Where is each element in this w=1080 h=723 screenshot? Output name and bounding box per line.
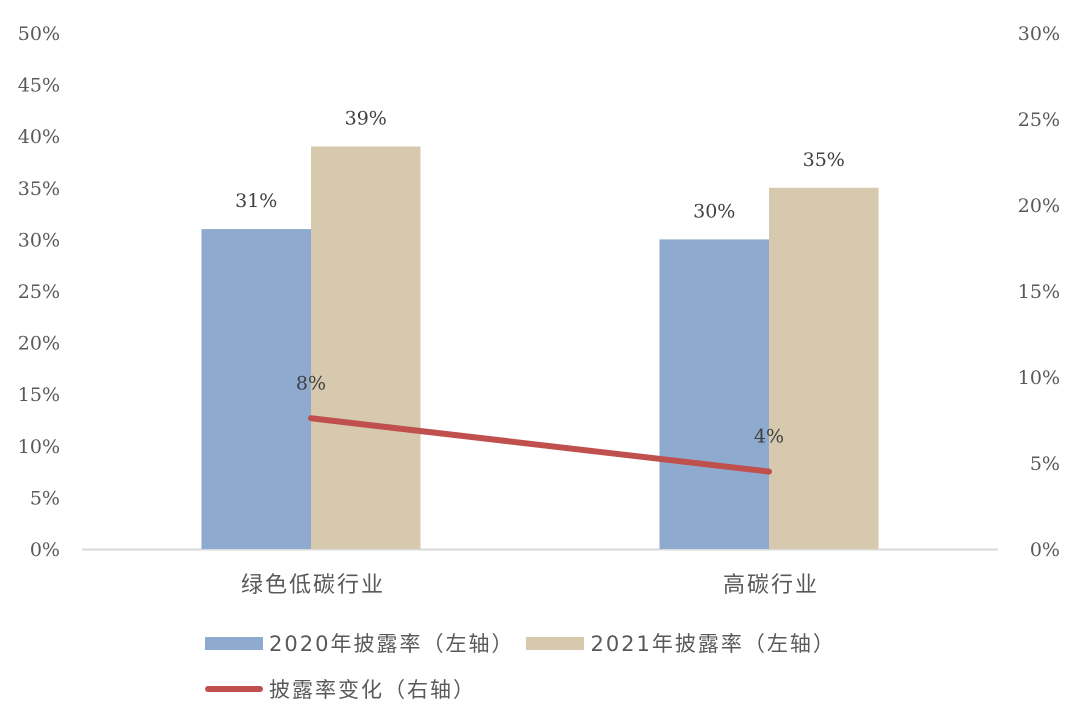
- legend-label-2021: 2021年披露率（左轴）: [590, 632, 836, 656]
- left-tick-label: 10%: [18, 436, 60, 458]
- bar-value-label: 31%: [235, 190, 277, 212]
- bar-value-label: 30%: [693, 200, 735, 222]
- left-tick-label: 20%: [18, 333, 60, 355]
- legend-item-2021: 2021年披露率（左轴）: [526, 628, 835, 658]
- right-tick-label: 5%: [1030, 453, 1060, 475]
- change-line-path: [308, 415, 772, 475]
- bar: [769, 187, 879, 550]
- right-y-axis: 0% 5% 10% 15% 20% 25% 30%: [1018, 23, 1060, 561]
- right-tick-label: 15%: [1018, 281, 1060, 303]
- left-tick-label: 40%: [18, 126, 60, 148]
- change-line: [308, 415, 772, 475]
- legend-swatch-change: [205, 686, 263, 692]
- bar: [659, 239, 769, 549]
- right-tick-label: 25%: [1018, 109, 1060, 131]
- bar: [311, 146, 421, 549]
- right-tick-label: 30%: [1018, 23, 1060, 45]
- bar-value-label: 35%: [803, 149, 845, 171]
- category-label: 高碳行业: [723, 573, 819, 598]
- legend-swatch-2021: [526, 636, 585, 650]
- line-value-label: 8%: [296, 372, 326, 394]
- left-tick-label: 25%: [18, 281, 60, 303]
- legend: 2020年披露率（左轴） 2021年披露率（左轴） 披露率变化（右轴）: [205, 626, 965, 718]
- right-tick-label: 10%: [1018, 367, 1060, 389]
- line-value-label: 4%: [754, 426, 784, 448]
- bars: [201, 146, 879, 550]
- left-tick-label: 45%: [18, 75, 60, 97]
- legend-label-2020: 2020年披露率（左轴）: [269, 632, 515, 656]
- left-y-axis: 0% 5% 10% 15% 20% 25% 30% 35% 40% 45% 50%: [18, 23, 60, 561]
- category-label: 绿色低碳行业: [241, 573, 385, 598]
- left-tick-label: 0%: [30, 539, 60, 561]
- bar-value-label: 39%: [345, 108, 387, 130]
- x-axis-categories: 绿色低碳行业 高碳行业: [241, 573, 819, 598]
- legend-item-change: 披露率变化（右轴）: [205, 674, 476, 704]
- left-tick-label: 35%: [18, 178, 60, 200]
- right-tick-label: 20%: [1018, 195, 1060, 217]
- legend-label-change: 披露率变化（右轴）: [269, 678, 476, 702]
- left-tick-label: 15%: [18, 384, 60, 406]
- left-tick-label: 50%: [18, 23, 60, 45]
- left-tick-label: 30%: [18, 229, 60, 251]
- legend-item-2020: 2020年披露率（左轴）: [205, 628, 514, 658]
- data-labels: 31% 30% 39% 35% 8% 4%: [235, 108, 845, 448]
- right-tick-label: 0%: [1030, 539, 1060, 561]
- bar: [201, 229, 311, 549]
- left-tick-label: 5%: [30, 487, 60, 509]
- legend-row-1: 2020年披露率（左轴） 2021年披露率（左轴）: [205, 626, 965, 660]
- legend-swatch-2020: [205, 636, 263, 650]
- legend-row-2: 披露率变化（右轴）: [205, 672, 965, 706]
